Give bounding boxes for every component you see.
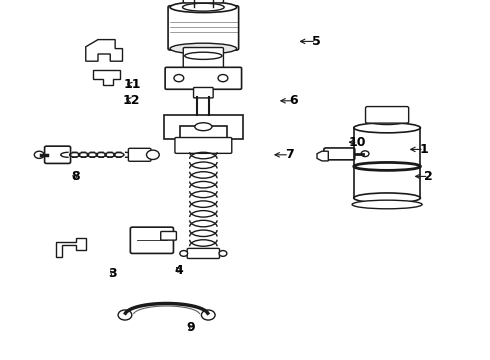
Ellipse shape bbox=[352, 200, 422, 209]
FancyBboxPatch shape bbox=[165, 67, 242, 89]
Circle shape bbox=[118, 310, 132, 320]
Circle shape bbox=[218, 75, 228, 82]
FancyBboxPatch shape bbox=[161, 231, 176, 240]
FancyBboxPatch shape bbox=[183, 0, 223, 3]
Text: 7: 7 bbox=[285, 148, 294, 161]
Ellipse shape bbox=[195, 123, 212, 131]
Ellipse shape bbox=[170, 2, 237, 13]
Circle shape bbox=[34, 151, 44, 158]
Text: 4: 4 bbox=[174, 264, 183, 276]
FancyBboxPatch shape bbox=[130, 227, 173, 253]
Text: 9: 9 bbox=[187, 321, 196, 334]
Text: 12: 12 bbox=[122, 94, 140, 107]
Polygon shape bbox=[86, 40, 122, 61]
FancyBboxPatch shape bbox=[168, 6, 239, 50]
Circle shape bbox=[201, 310, 215, 320]
Ellipse shape bbox=[354, 123, 420, 133]
Circle shape bbox=[174, 75, 184, 82]
Text: 10: 10 bbox=[349, 136, 367, 149]
Polygon shape bbox=[56, 238, 86, 257]
Circle shape bbox=[219, 251, 227, 256]
FancyBboxPatch shape bbox=[175, 138, 232, 153]
Text: 11: 11 bbox=[123, 78, 141, 91]
Text: 8: 8 bbox=[72, 170, 80, 183]
FancyBboxPatch shape bbox=[366, 107, 409, 123]
FancyBboxPatch shape bbox=[324, 148, 355, 160]
Ellipse shape bbox=[170, 43, 237, 54]
Ellipse shape bbox=[182, 3, 224, 11]
Polygon shape bbox=[317, 151, 328, 161]
Text: 6: 6 bbox=[290, 94, 298, 107]
Circle shape bbox=[147, 150, 159, 159]
Ellipse shape bbox=[354, 193, 420, 203]
Ellipse shape bbox=[185, 52, 222, 59]
Polygon shape bbox=[93, 70, 120, 85]
Text: 3: 3 bbox=[108, 267, 117, 280]
Circle shape bbox=[180, 251, 188, 256]
Ellipse shape bbox=[367, 117, 407, 125]
FancyBboxPatch shape bbox=[194, 87, 213, 98]
Polygon shape bbox=[164, 115, 243, 139]
FancyBboxPatch shape bbox=[128, 148, 151, 161]
FancyBboxPatch shape bbox=[183, 48, 223, 69]
Text: 2: 2 bbox=[424, 170, 433, 183]
Text: 5: 5 bbox=[312, 35, 320, 48]
FancyBboxPatch shape bbox=[45, 146, 71, 163]
Text: 1: 1 bbox=[419, 143, 428, 156]
FancyBboxPatch shape bbox=[187, 248, 220, 258]
Circle shape bbox=[361, 151, 369, 157]
